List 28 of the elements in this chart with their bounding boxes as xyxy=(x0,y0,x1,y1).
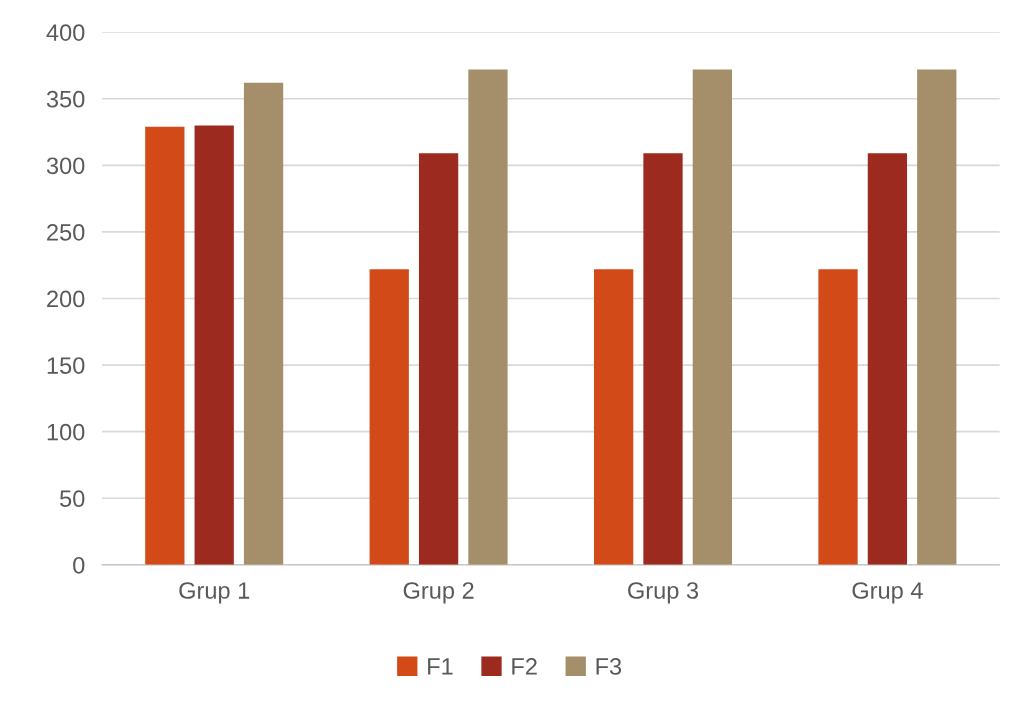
x-tick-label: Grup 2 xyxy=(403,582,474,604)
bar xyxy=(145,126,185,565)
bar xyxy=(643,153,683,565)
y-tick-label: 300 xyxy=(46,157,85,175)
y-tick-label: 0 xyxy=(73,556,85,574)
y-tick-label: 350 xyxy=(46,90,85,108)
x-tick-label: Grup 4 xyxy=(852,582,923,604)
y-tick-label: 200 xyxy=(47,290,85,308)
legend-label: F1 xyxy=(428,658,453,675)
bar xyxy=(594,269,634,565)
bar xyxy=(418,153,459,565)
y-tick-label: 400 xyxy=(46,24,85,41)
y-tick-label: 250 xyxy=(47,224,85,241)
bar xyxy=(917,69,957,565)
legend-label: F2 xyxy=(512,658,537,675)
y-tick-label: 50 xyxy=(60,490,85,508)
bar xyxy=(194,125,234,565)
bar xyxy=(243,82,284,565)
y-tick-label: 150 xyxy=(47,357,85,374)
bar xyxy=(867,153,908,565)
x-tick-label: Grup 3 xyxy=(628,582,699,604)
bar xyxy=(692,69,732,565)
bar xyxy=(818,269,858,565)
x-tick-label: Grup 1 xyxy=(179,582,250,604)
bar xyxy=(369,269,409,565)
bar xyxy=(468,69,508,565)
legend-label: F3 xyxy=(596,658,622,675)
y-tick-label: 100 xyxy=(47,423,85,441)
